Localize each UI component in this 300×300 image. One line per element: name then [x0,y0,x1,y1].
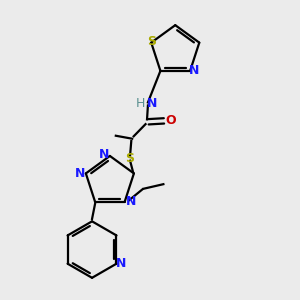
Text: N: N [75,167,85,180]
Text: S: S [125,152,134,165]
Text: O: O [165,114,175,128]
Text: N: N [116,257,126,270]
Text: S: S [147,34,156,48]
Text: N: N [188,64,199,77]
Text: N: N [99,148,110,161]
Text: N: N [125,195,136,208]
Text: H: H [136,98,146,110]
Text: N: N [147,98,158,110]
